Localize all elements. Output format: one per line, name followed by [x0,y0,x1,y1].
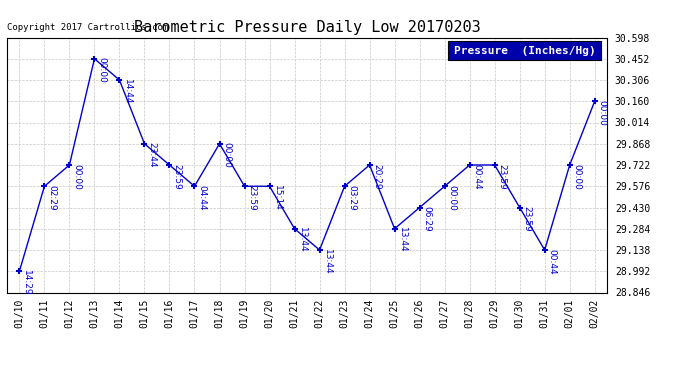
Text: Copyright 2017 Cartrollics.com: Copyright 2017 Cartrollics.com [7,23,168,32]
Text: 23:59: 23:59 [248,185,257,210]
Text: 06:29: 06:29 [422,206,432,232]
FancyBboxPatch shape [448,41,601,60]
Text: 00:00: 00:00 [72,164,81,189]
Text: 00:00: 00:00 [222,142,232,168]
Text: 13:44: 13:44 [397,227,406,253]
Text: 23:59: 23:59 [522,206,532,232]
Text: 20:29: 20:29 [373,164,382,189]
Text: 04:44: 04:44 [197,185,206,210]
Text: 00:00: 00:00 [598,100,607,126]
Text: 03:29: 03:29 [348,185,357,210]
Text: 13:44: 13:44 [297,227,306,253]
Text: 23:59: 23:59 [172,164,181,189]
Text: 14:29: 14:29 [22,270,32,296]
Text: 14:44: 14:44 [122,78,132,104]
Text: 23:44: 23:44 [148,142,157,168]
Text: 02:29: 02:29 [48,185,57,210]
Text: Pressure  (Inches/Hg): Pressure (Inches/Hg) [454,46,595,56]
Text: 00:00: 00:00 [573,164,582,189]
Text: 00:00: 00:00 [448,185,457,211]
Text: 00:00: 00:00 [97,57,106,83]
Text: 15:14: 15:14 [273,185,282,210]
Text: 13:44: 13:44 [322,249,332,274]
Text: 23:59: 23:59 [497,164,506,189]
Title: Barometric Pressure Daily Low 20170203: Barometric Pressure Daily Low 20170203 [134,20,480,35]
Text: 00:44: 00:44 [473,164,482,189]
Text: 00:44: 00:44 [548,249,557,274]
